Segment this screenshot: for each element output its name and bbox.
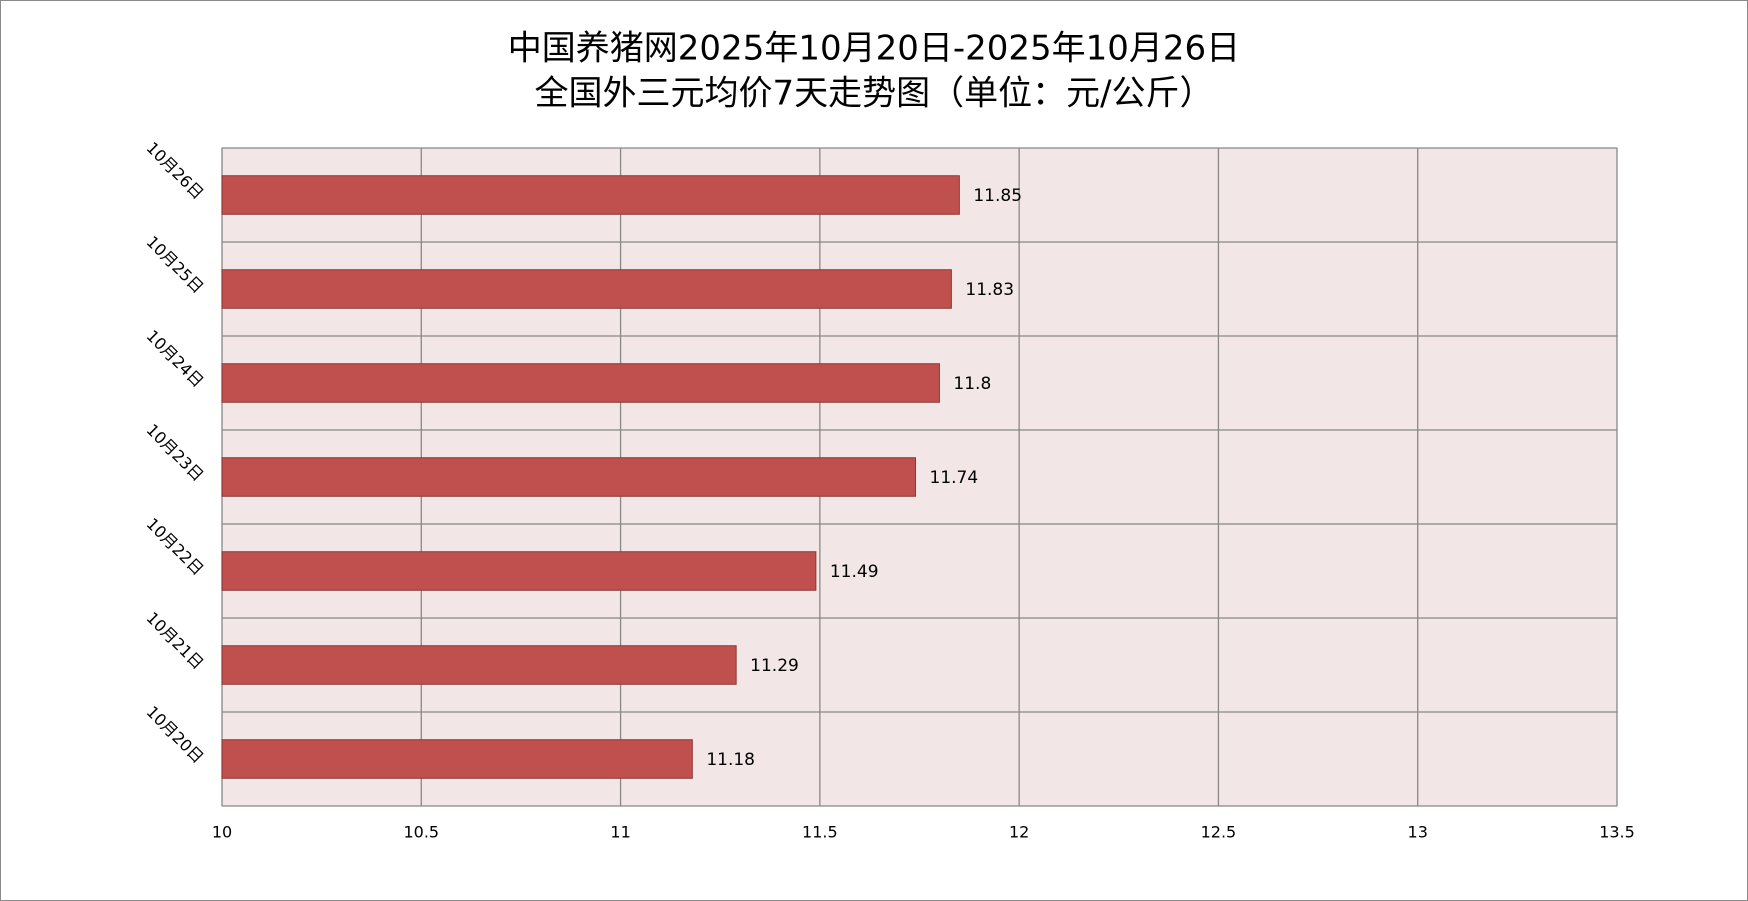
bar (221, 457, 917, 497)
bar (221, 363, 940, 403)
bar (221, 175, 960, 215)
chart-title: 中国养猪网2025年10月20日-2025年10月26日 (508, 29, 1240, 69)
x-tick-label: 12 (1009, 823, 1029, 842)
bar (221, 269, 952, 309)
x-tick-label: 11 (610, 823, 630, 842)
value-label: 11.8 (953, 374, 991, 394)
value-label: 11.74 (930, 468, 979, 488)
value-label: 11.29 (750, 656, 799, 676)
value-label: 11.49 (830, 562, 879, 582)
x-tick-label: 13 (1408, 823, 1428, 842)
value-label: 11.85 (973, 186, 1022, 206)
x-tick-label: 10 (212, 823, 232, 842)
x-tick-label: 10.5 (403, 823, 439, 842)
value-label: 11.83 (965, 280, 1014, 300)
x-tick-label: 12.5 (1201, 823, 1237, 842)
x-tick-label: 11.5 (802, 823, 838, 842)
value-label: 11.18 (706, 750, 755, 770)
chart-subtitle: 全国外三元均价7天走势图（单位：元/公斤） (534, 74, 1213, 114)
bar (221, 551, 817, 591)
bar (221, 739, 693, 779)
bar (221, 645, 737, 685)
x-tick-label: 13.5 (1599, 823, 1635, 842)
